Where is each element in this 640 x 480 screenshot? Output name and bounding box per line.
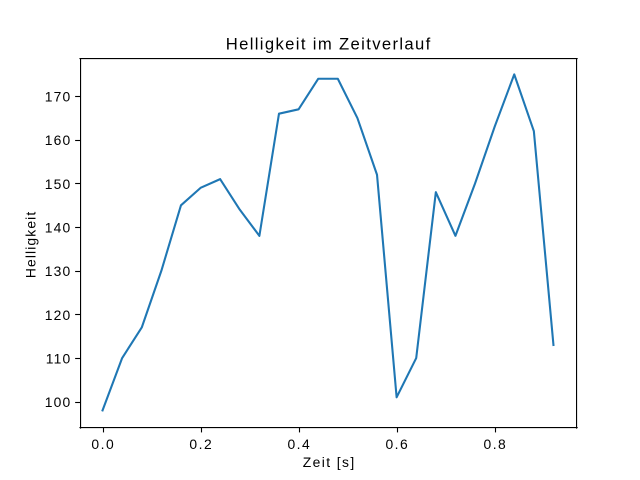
svg-text:100: 100 bbox=[45, 394, 72, 410]
svg-text:0.0: 0.0 bbox=[91, 436, 115, 452]
svg-text:Helligkeit im Zeitverlauf: Helligkeit im Zeitverlauf bbox=[226, 34, 432, 53]
svg-text:110: 110 bbox=[46, 350, 72, 366]
svg-text:Helligkeit: Helligkeit bbox=[22, 211, 38, 279]
svg-text:140: 140 bbox=[45, 220, 72, 236]
svg-text:0.4: 0.4 bbox=[287, 436, 311, 452]
svg-text:0.6: 0.6 bbox=[385, 436, 409, 452]
svg-text:130: 130 bbox=[45, 263, 72, 279]
svg-text:150: 150 bbox=[45, 176, 72, 192]
svg-text:170: 170 bbox=[45, 89, 72, 105]
svg-text:160: 160 bbox=[45, 132, 72, 148]
svg-text:120: 120 bbox=[45, 307, 72, 323]
svg-text:0.8: 0.8 bbox=[483, 436, 507, 452]
svg-text:0.2: 0.2 bbox=[189, 436, 213, 452]
svg-text:Zeit [s]: Zeit [s] bbox=[303, 454, 356, 470]
